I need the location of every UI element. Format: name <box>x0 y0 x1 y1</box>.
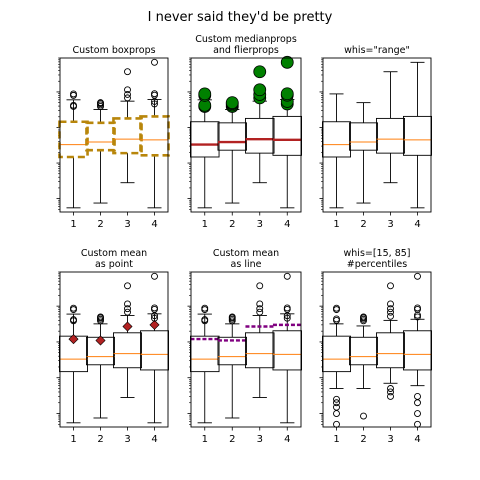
flier-point <box>254 66 266 78</box>
x-tick-label: 2 <box>360 434 366 445</box>
flier-point <box>199 88 211 100</box>
subplot-title: and flierprops <box>213 45 279 56</box>
x-tick-label: 2 <box>229 219 235 230</box>
subplot-title: Custom mean <box>213 248 279 259</box>
x-tick-label: 1 <box>70 219 76 230</box>
x-tick-label: 3 <box>387 219 393 230</box>
x-tick-label: 2 <box>97 219 103 230</box>
subplot-title: #percentiles <box>347 259 407 270</box>
x-tick-label: 4 <box>284 219 290 230</box>
x-tick-label: 1 <box>70 434 76 445</box>
subplot-title: as line <box>231 259 262 270</box>
x-tick-label: 3 <box>387 434 393 445</box>
x-tick-label: 4 <box>151 434 157 445</box>
subplot-title: as point <box>95 259 133 270</box>
x-tick-label: 1 <box>202 434 208 445</box>
x-tick-label: 3 <box>124 434 130 445</box>
x-tick-label: 3 <box>257 219 263 230</box>
x-tick-label: 2 <box>229 434 235 445</box>
x-tick-label: 4 <box>284 434 290 445</box>
x-tick-label: 4 <box>414 434 420 445</box>
subplot-title: Custom boxprops <box>72 45 155 56</box>
x-tick-label: 2 <box>97 434 103 445</box>
x-tick-label: 1 <box>333 219 339 230</box>
flier-point <box>226 97 238 109</box>
flier-point <box>254 84 266 96</box>
subplot-title: Custom mean <box>81 248 147 259</box>
x-tick-label: 4 <box>151 219 157 230</box>
subplot-title: whis="range" <box>344 45 410 56</box>
x-tick-label: 3 <box>257 434 263 445</box>
x-tick-label: 4 <box>414 219 420 230</box>
flier-point <box>281 88 293 100</box>
x-tick-label: 2 <box>360 219 366 230</box>
x-tick-label: 3 <box>124 219 130 230</box>
x-tick-label: 1 <box>202 219 208 230</box>
x-tick-label: 1 <box>333 434 339 445</box>
subplot-title: Custom medianprops <box>195 34 297 45</box>
subplot-title: whis=[15, 85] <box>344 248 411 259</box>
figure-title: I never said they'd be pretty <box>148 10 333 25</box>
